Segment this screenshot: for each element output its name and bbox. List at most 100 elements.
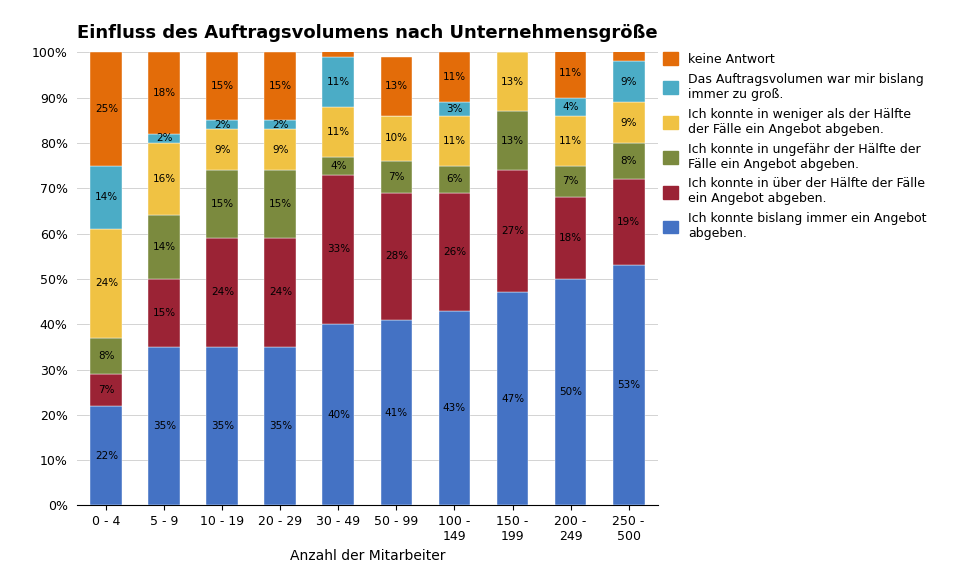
Text: 9%: 9% <box>620 117 637 128</box>
Text: 27%: 27% <box>501 226 524 236</box>
Bar <box>323 175 355 324</box>
Text: 11%: 11% <box>327 127 350 137</box>
Bar <box>613 179 645 266</box>
Bar <box>381 116 413 161</box>
Text: 43%: 43% <box>443 403 466 413</box>
Text: 50%: 50% <box>559 387 582 397</box>
Text: 28%: 28% <box>385 251 408 261</box>
Bar <box>149 134 181 143</box>
Text: 18%: 18% <box>153 88 176 98</box>
Bar <box>439 311 471 505</box>
Text: 9%: 9% <box>620 77 637 87</box>
Text: 3%: 3% <box>446 104 463 114</box>
Text: Einfluss des Auftragsvolumens nach Unternehmensgröße: Einfluss des Auftragsvolumens nach Unter… <box>77 24 658 42</box>
Bar <box>91 338 122 374</box>
Text: 13%: 13% <box>501 135 524 146</box>
Bar <box>91 166 122 229</box>
Text: 4%: 4% <box>562 102 579 112</box>
Bar <box>439 193 471 311</box>
Text: 10%: 10% <box>385 134 408 144</box>
Text: 11%: 11% <box>443 135 466 146</box>
Bar <box>207 52 239 120</box>
Text: 26%: 26% <box>443 247 466 257</box>
Bar <box>381 320 413 505</box>
Text: 15%: 15% <box>153 308 176 318</box>
Bar <box>613 62 645 102</box>
Bar <box>381 193 413 320</box>
Text: 6%: 6% <box>446 174 463 184</box>
Bar <box>613 266 645 505</box>
Text: 11%: 11% <box>617 31 640 41</box>
Bar <box>149 52 181 134</box>
Text: 11%: 11% <box>327 77 350 87</box>
Text: 11%: 11% <box>559 67 582 78</box>
Text: 47%: 47% <box>501 394 524 404</box>
Text: 8%: 8% <box>620 156 637 166</box>
Bar <box>497 111 529 170</box>
Bar <box>381 57 413 116</box>
Text: 4%: 4% <box>330 160 347 171</box>
Bar <box>613 143 645 179</box>
Bar <box>265 238 297 347</box>
Text: 14%: 14% <box>153 242 176 252</box>
Bar <box>207 120 239 130</box>
Text: 2%: 2% <box>156 134 173 144</box>
Bar <box>265 170 297 238</box>
Text: 16%: 16% <box>153 174 176 184</box>
Text: 18%: 18% <box>559 233 582 243</box>
Text: 7%: 7% <box>98 385 115 395</box>
Text: 22%: 22% <box>95 451 118 461</box>
Bar <box>207 130 239 170</box>
Text: 33%: 33% <box>327 245 350 254</box>
Bar <box>439 166 471 193</box>
Text: 35%: 35% <box>269 421 292 431</box>
Bar <box>91 52 122 166</box>
Text: 13%: 13% <box>501 77 524 87</box>
Text: 9%: 9% <box>214 145 231 155</box>
Bar <box>91 406 122 505</box>
Bar <box>265 130 297 170</box>
Text: 14%: 14% <box>95 192 118 202</box>
Bar <box>91 229 122 338</box>
Bar <box>207 347 239 505</box>
Bar <box>149 347 181 505</box>
X-axis label: Anzahl der Mitarbeiter: Anzahl der Mitarbeiter <box>290 548 445 563</box>
Bar <box>439 116 471 166</box>
Bar <box>149 216 181 279</box>
Text: 35%: 35% <box>211 421 234 431</box>
Bar <box>555 48 587 98</box>
Bar <box>439 52 471 102</box>
Bar <box>555 98 587 116</box>
Bar <box>497 52 529 111</box>
Bar <box>323 57 355 107</box>
Bar <box>555 198 587 279</box>
Text: 35%: 35% <box>153 421 176 431</box>
Bar <box>555 279 587 505</box>
Text: 9%: 9% <box>272 145 289 155</box>
Bar <box>555 116 587 166</box>
Bar <box>555 166 587 198</box>
Bar <box>91 374 122 406</box>
Text: 11%: 11% <box>443 72 466 83</box>
Bar <box>613 102 645 143</box>
Text: 24%: 24% <box>269 288 292 297</box>
Bar <box>323 324 355 505</box>
Text: 2%: 2% <box>272 120 289 130</box>
Bar <box>265 347 297 505</box>
Bar <box>323 156 355 175</box>
Text: 15%: 15% <box>211 81 234 91</box>
Bar <box>323 107 355 156</box>
Text: 7%: 7% <box>388 172 405 182</box>
Legend: keine Antwort, Das Auftragsvolumen war mir bislang
immer zu groß., Ich konnte in: keine Antwort, Das Auftragsvolumen war m… <box>663 52 926 241</box>
Text: 25%: 25% <box>95 104 118 114</box>
Text: 13%: 13% <box>385 81 408 91</box>
Text: 24%: 24% <box>211 288 234 297</box>
Bar <box>381 161 413 193</box>
Text: 13%: 13% <box>501 18 524 28</box>
Bar <box>149 279 181 347</box>
Text: 7%: 7% <box>562 177 579 187</box>
Bar <box>149 143 181 216</box>
Text: 24%: 24% <box>95 278 118 288</box>
Text: 15%: 15% <box>269 81 292 91</box>
Text: 15%: 15% <box>211 199 234 209</box>
